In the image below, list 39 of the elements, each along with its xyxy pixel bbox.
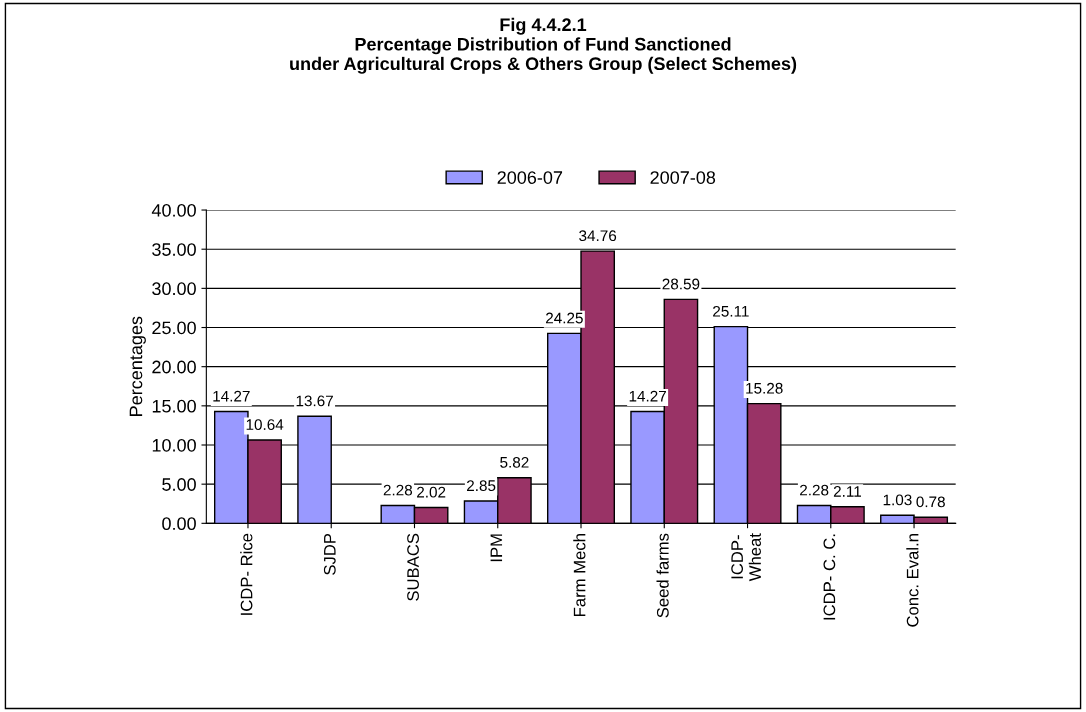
data-label: 2.28 [800, 484, 829, 496]
data-label: 2.28 [383, 484, 413, 496]
data-label: 0.78 [916, 496, 945, 508]
data-label: 2.11 [833, 486, 861, 497]
x-tick-label: Conc. Eval.n [906, 534, 919, 627]
x-tick-label: SJDP [323, 533, 336, 575]
data-label: 10.64 [246, 419, 284, 431]
data-label: 14.27 [629, 390, 666, 402]
x-tick-label: ICDP- Rice [240, 533, 253, 615]
x-tick-label: Seed farms [656, 533, 669, 618]
x-tick-label: ICDP- C. C. [823, 534, 836, 620]
x-tick-label: SUBACS [407, 533, 419, 601]
data-label: 34.76 [579, 230, 617, 242]
y-axis-title: Percentages [129, 316, 146, 416]
data-label: 28.59 [662, 278, 700, 290]
y-tick-label: 5.00 [162, 478, 196, 491]
legend-label: 2006-07 [497, 171, 563, 184]
x-tick-label: ICDP- Wheat [731, 533, 761, 582]
x-tick-label: Farm Mech [573, 534, 586, 616]
y-tick-label: 10.00 [152, 438, 196, 452]
data-label: 25.11 [713, 305, 749, 317]
data-label: 2.85 [467, 480, 496, 492]
data-label: 13.67 [296, 395, 333, 407]
data-label: 24.25 [546, 312, 583, 324]
chart-title: Fig 4.4.2.1 Percentage Distribution of Fund Sanctioned under Agricultural Crops & Others Group (Select Schemes) [290, 17, 797, 74]
data-label: 2.02 [417, 486, 446, 498]
data-label: 5.82 [500, 456, 529, 468]
y-tick-label: 40.00 [151, 203, 196, 217]
y-tick-label: 30.00 [152, 282, 196, 296]
y-tick-label: 20.00 [152, 360, 196, 374]
data-label: 1.03 [883, 494, 912, 506]
x-tick-label: IPM [490, 534, 503, 562]
y-tick-label: 35.00 [152, 243, 196, 256]
y-tick-label: 0.00 [162, 517, 196, 531]
y-tick-label: 25.00 [152, 321, 196, 335]
data-label: 15.28 [746, 382, 783, 394]
data-label: 14.27 [213, 390, 250, 402]
legend-label: 2007-08 [650, 171, 716, 184]
y-tick-label: 15.00 [152, 399, 196, 413]
